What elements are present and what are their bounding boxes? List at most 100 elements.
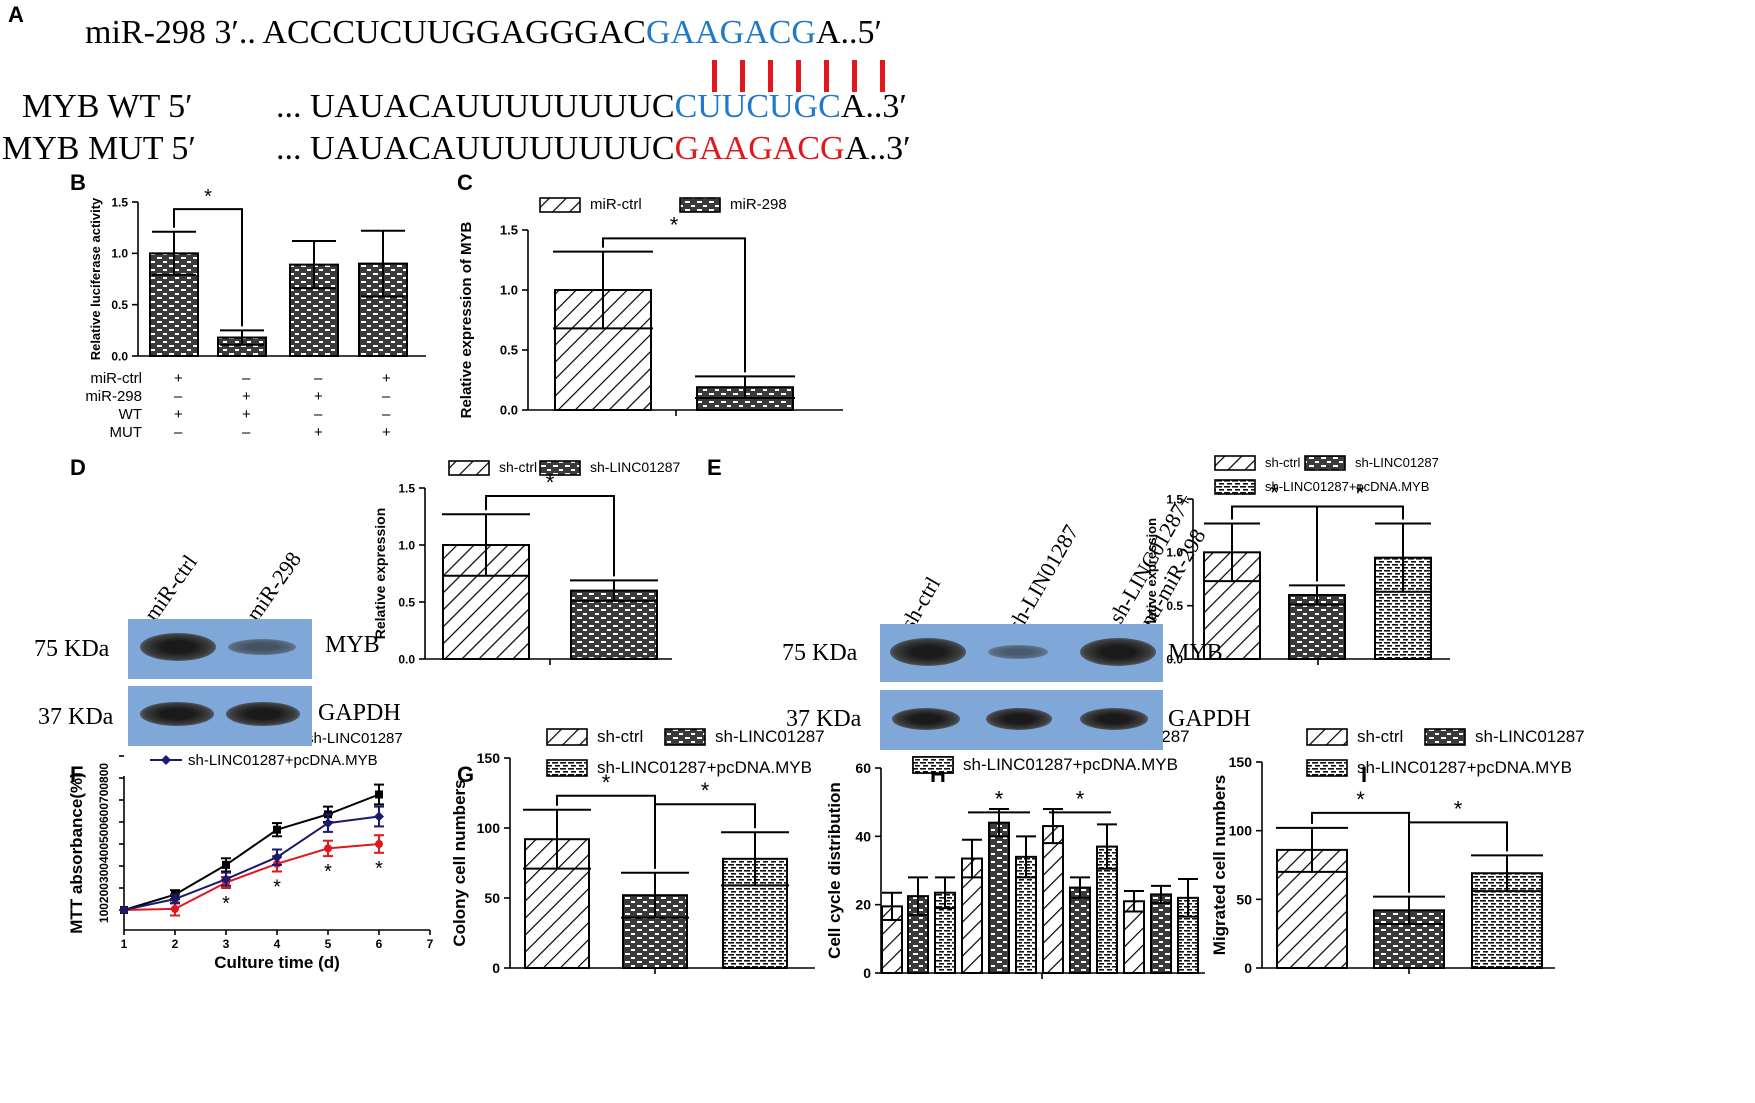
significance-star: * [701,778,710,803]
bar [1288,594,1346,660]
legend-label: sh-LINC01287+pcDNA.MYB [963,755,1178,774]
panel-label-a: A [8,2,24,27]
bar [907,895,929,974]
legend-swatch [546,759,588,777]
myb-mut-site: GAAGACG [674,130,845,167]
y-axis-label: MTT absorbance(%) [67,772,86,934]
bar [1177,896,1199,974]
legend-swatch [1214,479,1256,495]
significance-star: * [1270,480,1279,505]
significance-star: * [273,877,281,899]
condition-sign: – [242,424,251,441]
x-axis-label: Culture time (d) [214,953,340,972]
y-tick-label: 100 [477,820,501,836]
significance-star: * [1356,480,1365,505]
bar [1069,886,1091,974]
data-point [221,874,231,885]
data-point [170,894,180,904]
significance-bracket [1311,811,1410,893]
y-tick-label: 0 [863,965,871,981]
significance-bracket [602,237,746,373]
data-point [119,905,129,915]
condition-sign: – [314,370,323,387]
y-tick-label: 60 [855,760,871,776]
y-tick-label: 0.0 [500,403,518,418]
data-point [273,825,281,834]
y-tick-label: 1.0 [500,283,518,298]
legend-swatch [679,197,721,213]
bar [1471,872,1543,969]
blot-d-lane-label: miR-ctrl [138,550,202,626]
legend-label: miR-298 [730,196,787,213]
blot-band [986,708,1052,730]
blot-d-protein-label: MYB [325,632,380,658]
mir298-sequence: miR-298 3′.. ACCCUCUUGGAGGGACGAAGACGA..5… [85,14,882,51]
blot-band [226,702,300,726]
panel-label-h: H [930,762,946,787]
legend-label: sh-LINC01287 [590,459,680,475]
bar [1123,900,1145,974]
bar [934,891,956,974]
series-line [123,843,380,911]
blot-band [988,645,1048,659]
x-tick-label: 5 [325,937,332,951]
significance-star: * [546,470,555,495]
bar [1373,909,1445,970]
blot-band [890,638,966,666]
bar [622,894,688,970]
legend-label: sh-LINC01287+pcDNA.MYB [188,752,378,769]
blot-band [1080,638,1156,666]
condition-sign: + [314,424,323,441]
x-tick-label: 2 [172,937,179,951]
y-tick-label: 150 [477,750,501,766]
y-tick-label: 0 [492,960,500,976]
y-tick-label: 40 [855,828,871,844]
x-tick-label: 1 [121,937,128,951]
significance-star: * [602,770,611,795]
bar [1374,556,1432,661]
legend-swatch [1214,455,1256,471]
base-pairing-marks [712,60,885,92]
panel-label-g: G [457,762,475,787]
condition-sign: + [314,388,323,405]
condition-sign: – [382,388,391,405]
significance-bracket [1231,505,1318,582]
bar [442,544,530,660]
y-tick-label: 1.0 [111,247,128,261]
bar [570,589,658,660]
panel-label-d: D [70,455,86,480]
myb-wt-site: CUUCUGC [674,88,841,125]
legend-swatch [1306,728,1348,746]
bar [149,252,199,357]
bar [961,857,983,975]
significance-bracket [1408,821,1508,893]
condition-row-label: miR-298 [85,388,142,405]
blot-d-lane-label: miR-298 [240,547,307,626]
significance-star: * [670,212,679,237]
data-point [120,906,128,914]
y-axis-label: Cell cycle distribution [825,782,844,959]
legend-label: sh-LINC01287+pcDNA.MYB [1357,758,1572,777]
y-axis-label: Relative expression of MYB [458,221,475,418]
mir298-seed: GAAGACG [645,14,816,51]
panel-label-e: E [707,455,722,480]
condition-sign: – [314,406,323,423]
blot-e-lane-label: sh-LIN01287 [1002,520,1084,636]
significance-star: * [204,186,212,208]
y-tick-label: 0.5 [500,343,518,358]
bar [358,262,408,358]
series-line [123,815,380,911]
data-point [374,811,384,822]
condition-row-label: MUT [109,424,143,441]
bar [1015,855,1037,974]
bar [289,263,339,358]
bar [554,289,652,411]
condition-sign: – [174,424,183,441]
blot-band [140,702,214,726]
legend-swatch [448,460,490,476]
significance-star: * [324,861,332,883]
condition-sign: – [174,388,183,405]
bar [696,386,794,412]
y-tick-label: 50 [484,890,500,906]
panel-label-c: C [457,170,473,195]
